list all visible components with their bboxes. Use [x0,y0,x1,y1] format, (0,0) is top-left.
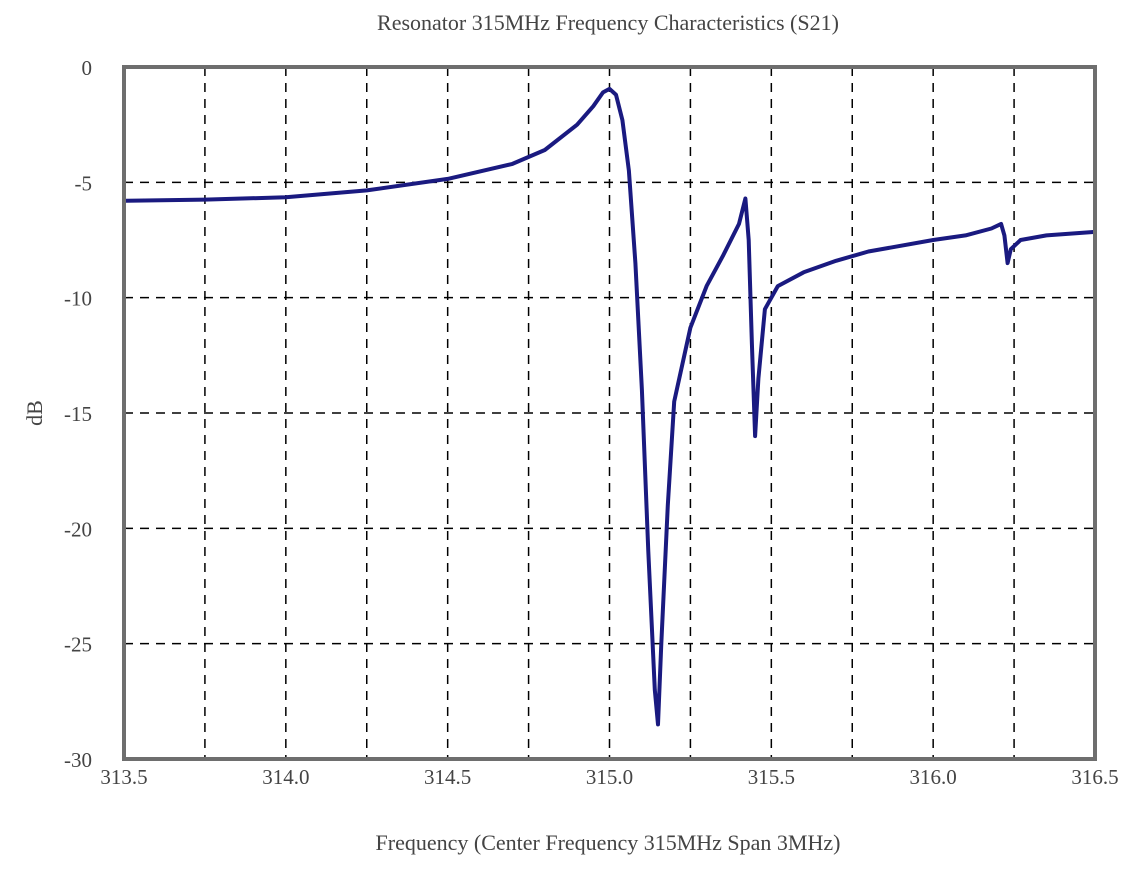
x-tick-label: 315.0 [586,765,633,789]
x-tick-label: 314.5 [424,765,471,789]
y-tick-label: -25 [64,633,92,657]
plot-frame [122,65,1097,761]
y-tick-label: 0 [82,56,93,80]
x-tick-label: 315.5 [748,765,795,789]
data-layer [122,86,1097,727]
x-tick-label: 316.0 [910,765,957,789]
y-tick-labels: 0 -5 -10 -15 -20 -25 -30 [64,56,92,772]
y-tick-label: -10 [64,287,92,311]
x-tick-labels: 313.5 314.0 314.5 315.0 315.5 316.0 316.5 [100,765,1118,789]
y-tick-label: -15 [64,402,92,426]
grid-lines [124,67,1095,759]
y-tick-label: -30 [64,748,92,772]
chart-title: Resonator 315MHz Frequency Characteristi… [377,10,839,35]
x-axis-label: Frequency (Center Frequency 315MHz Span … [376,830,841,855]
x-tick-label: 313.5 [100,765,147,789]
y-axis-label: dB [22,400,47,426]
y-tick-label: -5 [75,171,93,195]
y-tick-label: -20 [64,517,92,541]
series-line-0 [122,86,1097,727]
x-tick-label: 316.5 [1071,765,1118,789]
x-tick-label: 314.0 [262,765,309,789]
